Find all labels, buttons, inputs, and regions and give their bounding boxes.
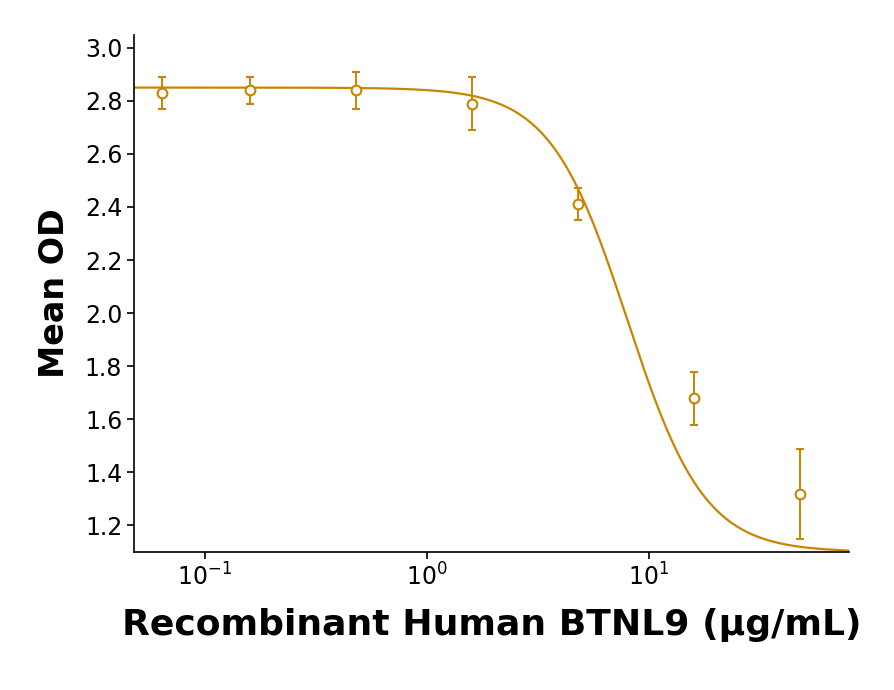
X-axis label: Recombinant Human BTNL9 (μg/mL): Recombinant Human BTNL9 (μg/mL) <box>122 608 862 642</box>
Y-axis label: Mean OD: Mean OD <box>38 208 71 378</box>
